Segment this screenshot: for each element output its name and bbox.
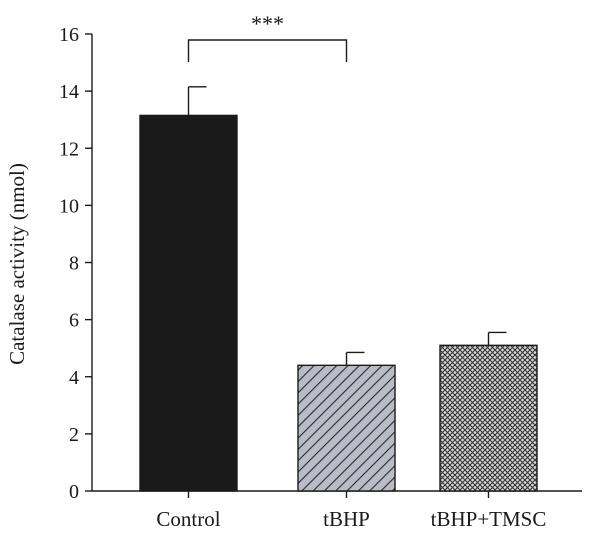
- significance-bracket: ***: [187, 11, 348, 62]
- y-tick-label: 0: [69, 481, 79, 503]
- y-tick-label: 2: [69, 424, 79, 446]
- y-tick-label: 4: [69, 367, 79, 389]
- bar-control: [139, 114, 238, 492]
- y-tick-label: 10: [59, 195, 79, 217]
- bars: [139, 114, 538, 492]
- x-category-label: tBHP: [323, 507, 370, 531]
- bar-tbhp-tmsc: [439, 344, 538, 492]
- y-tick-label: 14: [59, 81, 79, 103]
- y-tick-label: 16: [59, 24, 79, 46]
- significance-label: ***: [251, 11, 284, 36]
- x-category-label: Control: [156, 507, 220, 531]
- y-tick-label: 8: [69, 253, 79, 275]
- y-axis-label: Catalase activity (nmol): [5, 163, 29, 365]
- y-tick-label: 12: [59, 138, 79, 160]
- bar-tbhp: [297, 364, 396, 492]
- x-axis: Control tBHP tBHP+TMSC: [92, 490, 582, 531]
- error-bars: [187, 86, 507, 366]
- y-tick-label: 6: [69, 310, 79, 332]
- significance-bracket-line: [187, 39, 348, 62]
- x-category-label: tBHP+TMSC: [431, 507, 547, 531]
- y-axis: 0 2 4 6 8 10 12 14 16: [59, 24, 93, 503]
